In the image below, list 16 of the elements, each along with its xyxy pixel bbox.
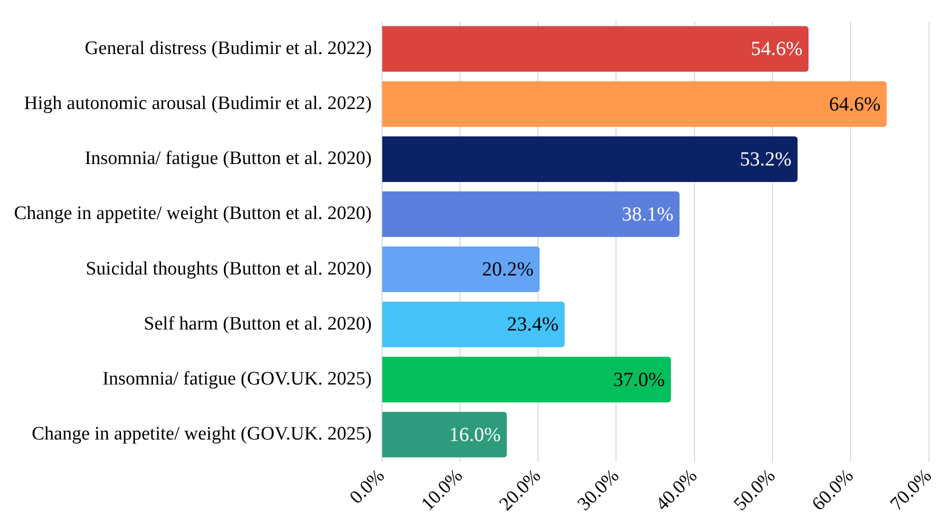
y-tick-label: Suicidal thoughts (Button et al. 2020)	[86, 258, 372, 280]
y-tick-label: Change in appetite/ weight (GOV.UK. 2025)	[32, 424, 372, 445]
y-tick-label: High autonomic arousal (Budimir et al. 2022)	[24, 93, 372, 114]
data-label: 20.2%	[482, 258, 534, 281]
data-label: 54.6%	[750, 38, 803, 60]
data-label: 23.4%	[506, 314, 559, 336]
y-tick-label: General distress (Budimir et al. 2022)	[84, 38, 372, 59]
data-label: 38.1%	[622, 203, 674, 226]
y-tick-label: Insomnia/ fatigue (Button et al. 2020)	[84, 148, 372, 170]
y-tick-label: Change in appetite/ weight (Button et al. 2020)	[14, 203, 372, 224]
data-label: 64.6%	[829, 93, 881, 116]
data-label: 16.0%	[449, 424, 501, 446]
data-label: 53.2%	[740, 148, 792, 170]
data-label: 37.0%	[613, 368, 665, 391]
y-tick-label: Insomnia/ fatigue (GOV.UK. 2025)	[102, 368, 372, 390]
y-tick-label: Self harm (Button et al. 2020)	[144, 313, 372, 334]
